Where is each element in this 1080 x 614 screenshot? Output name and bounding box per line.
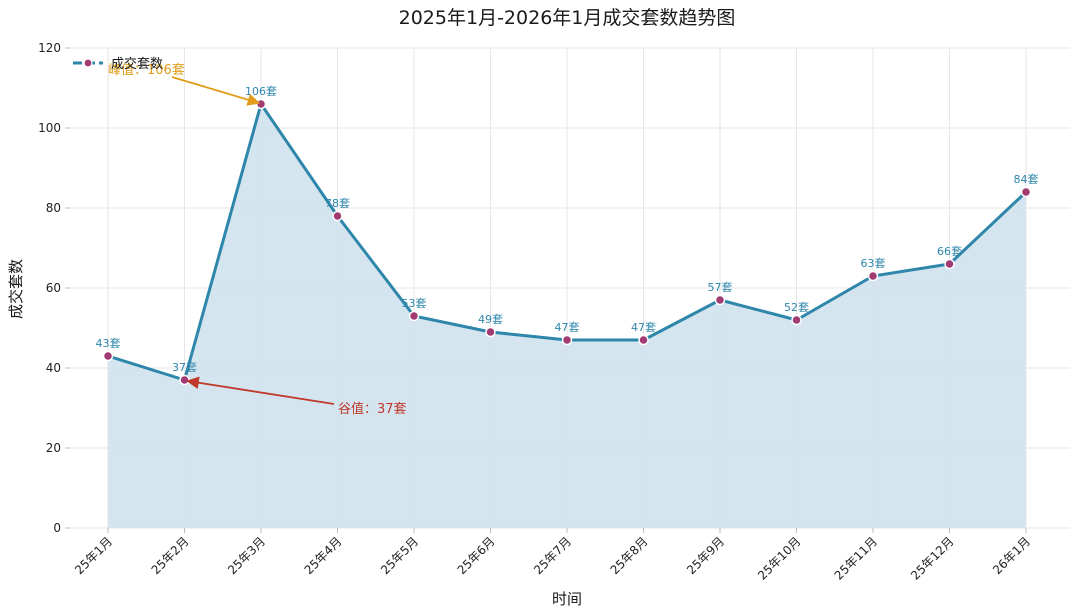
data-points: [102, 98, 1032, 386]
x-tick-label: 25年4月: [302, 534, 345, 577]
data-point: [485, 326, 496, 338]
trough-arrow: [186, 376, 335, 405]
x-tick-label: 25年3月: [225, 534, 268, 577]
x-tick-label: 25年10月: [755, 534, 803, 582]
area-fill: [108, 104, 1026, 528]
data-label: 37套: [172, 361, 197, 374]
chart-title: 2025年1月-2026年1月成交套数趋势图: [399, 7, 736, 29]
data-point: [561, 334, 573, 346]
y-axis-label: 成交套数: [7, 259, 25, 319]
data-label: 47套: [631, 321, 656, 334]
data-point: [408, 310, 420, 322]
legend: 成交套数: [73, 56, 163, 72]
trough-annotation: 谷值：37套: [338, 401, 407, 417]
data-point: [255, 98, 267, 110]
x-tick-label: 25年7月: [531, 534, 574, 577]
peak-arrow: [171, 76, 261, 106]
data-label: 84套: [1014, 173, 1039, 186]
data-point: [1020, 186, 1032, 198]
data-label: 47套: [555, 321, 580, 334]
data-label: 66套: [937, 245, 962, 258]
x-tick-label: 25年2月: [149, 534, 192, 577]
data-label: 43套: [96, 337, 121, 350]
peak-annotation: 峰值：106套: [108, 62, 185, 78]
legend-marker-swatch: [83, 58, 93, 68]
x-axis-label: 时间: [552, 590, 582, 608]
data-label: 57套: [708, 281, 733, 294]
data-label: 52套: [784, 301, 809, 314]
y-tick-label: 100: [38, 121, 61, 135]
x-tick-label: 25年1月: [72, 534, 115, 577]
data-point: [332, 210, 343, 222]
data-point: [179, 374, 190, 386]
data-point: [867, 270, 879, 282]
y-tick-label: 120: [38, 41, 61, 55]
data-point: [944, 258, 955, 270]
y-tick-label: 60: [46, 281, 61, 295]
y-tick-label: 0: [53, 521, 61, 535]
x-tick-label: 25年11月: [832, 534, 880, 582]
data-label: 63套: [861, 257, 886, 270]
data-point: [102, 350, 114, 362]
data-labels: 43套 37套 106套 78套 53套 49套 47套 47套 57套 52套 63套 66套 84套: [96, 85, 1039, 374]
y-tick-label: 40: [46, 361, 61, 375]
legend-label: 成交套数: [111, 56, 163, 72]
data-point: [714, 294, 726, 306]
data-point: [791, 314, 802, 326]
data-point: [638, 334, 649, 346]
data-label: 78套: [325, 197, 350, 210]
series-area: [108, 104, 1026, 528]
y-tick-label: 20: [46, 441, 61, 455]
x-tick-label: 25年6月: [455, 534, 498, 577]
data-label: 53套: [402, 297, 427, 310]
x-tick-label: 25年12月: [908, 534, 956, 582]
x-tick-label: 26年1月: [990, 534, 1033, 577]
data-label: 106套: [245, 85, 277, 98]
data-label: 49套: [478, 313, 503, 326]
x-tick-label: 25年8月: [608, 534, 651, 577]
y-tick-label: 80: [46, 201, 61, 215]
x-tick-label: 25年5月: [378, 534, 421, 577]
x-tick-label: 25年9月: [684, 534, 727, 577]
